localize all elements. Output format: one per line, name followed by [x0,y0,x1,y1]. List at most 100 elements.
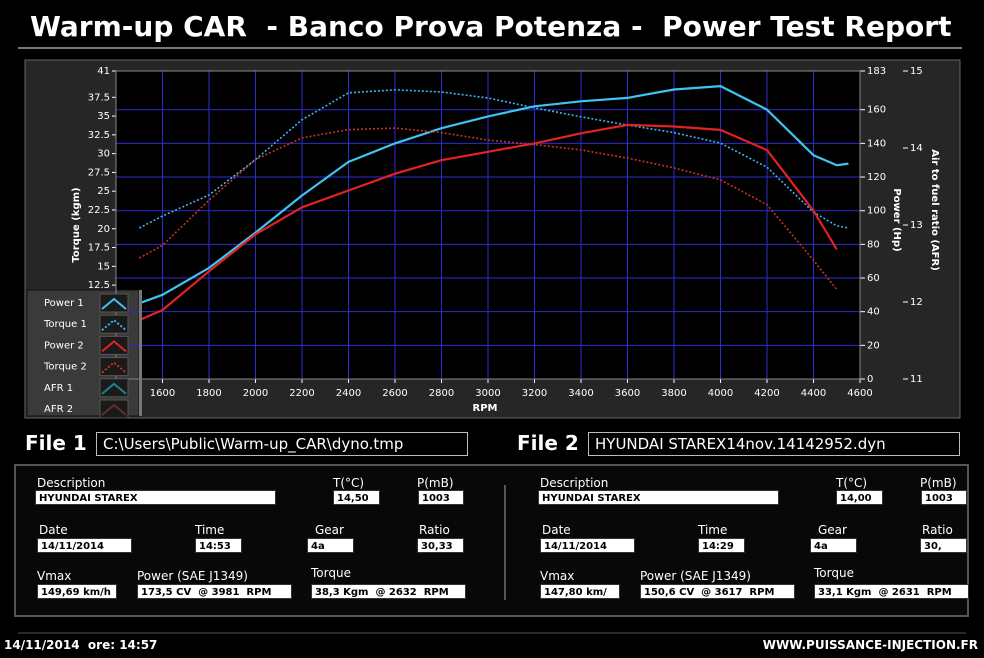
x-tick-label: 3400 [568,388,593,399]
legend-swatch [101,382,127,395]
legend-label: Torque 1 [43,319,87,330]
field-value: 14/11/2014 [540,538,635,553]
y-tick-label: 12.5 [88,280,110,291]
y-tick-label: 15 [97,261,110,272]
field-value: 14:29 [698,538,745,553]
legend-swatch-box [99,293,129,313]
x-tick-label: 2200 [289,388,314,399]
y-axis-title: Torque (kgm) [71,187,82,262]
y2-tick-label: 160 [867,105,886,116]
y2-tick-label: 120 [867,172,886,183]
file-label: File 1 [25,431,87,455]
x-tick-label: 1600 [150,388,175,399]
y-tick-label: 35 [97,111,110,122]
legend-border [139,290,142,416]
legend-swatch [101,340,127,353]
legend-label: Power 2 [44,340,84,351]
field-label: Gear [818,523,847,537]
x-axis-title: RPM [473,403,498,414]
footer-timestamp: 14/11/2014 ore: 14:57 [4,638,158,652]
field-value: 38,3 Kgm @ 2632 RPM [311,584,466,599]
field-label: Gear [315,523,344,537]
y2-tick-label: 140 [867,138,886,149]
y-tick-label: 37.5 [88,92,110,103]
field-label: Date [39,523,68,537]
y-tick-label: 20 [97,224,110,235]
field-value: 150,6 CV @ 3617 RPM [640,584,795,599]
x-tick-label: 1800 [196,388,221,399]
field-value: 4a [307,538,354,553]
legend-swatch-box [99,314,129,334]
field-value: HYUNDAI STAREX [35,490,276,505]
series-line [138,127,838,291]
y2-axis-title: Power (Hp) [891,188,902,251]
y-tick-label: 17.5 [88,243,110,254]
x-tick-label: 4400 [801,388,826,399]
y3-tick-label: 13 [910,220,923,231]
legend-label: AFR 1 [44,383,73,394]
legend-swatch-box [99,357,129,377]
field-value: 14,00 [836,490,883,505]
field-label: Torque [311,566,351,580]
field-value: 1003 [418,490,464,505]
field-value: 1003 [921,490,967,505]
x-tick-label: 3000 [475,388,500,399]
x-tick-label: 4200 [754,388,779,399]
field-label: Torque [814,566,854,580]
series-line [138,85,849,305]
y-tick-label: 32.5 [88,130,110,141]
series-line [138,123,838,322]
field-label: T(°C) [836,476,868,490]
field-value: 30,33 [417,538,464,553]
y2-tick-label: 40 [867,307,880,318]
field-value: 149,69 km/h [37,584,117,599]
field-label: Vmax [37,569,72,583]
y-tick-label: 22.5 [88,205,110,216]
y-tick-label: 30 [97,149,110,160]
x-tick-label: 3800 [661,388,686,399]
field-value: 30, [920,538,967,553]
legend-swatch-box [99,378,129,398]
y3-tick-label: 11 [910,374,923,385]
field-label: Description [540,476,609,490]
report-title: Warm-up CAR - Banco Prova Potenza - Powe… [30,10,952,43]
legend-label: Power 1 [44,298,84,309]
y2-tick-label: 60 [867,273,880,284]
field-label: P(mB) [920,476,957,490]
field-value: 14/11/2014 [37,538,132,553]
legend-swatch [101,297,127,310]
field-label: Vmax [540,569,575,583]
footer-website: WWW.PUISSANCE-INJECTION.FR [762,638,978,652]
x-tick-label: 3600 [615,388,640,399]
x-tick-label: 2800 [429,388,454,399]
field-label: Ratio [419,523,450,537]
field-label: T(°C) [333,476,365,490]
x-tick-label: 2000 [243,388,268,399]
field-label: Power (SAE J1349) [640,569,751,583]
field-value: 14,50 [333,490,380,505]
y2-tick-label: 0 [867,374,873,385]
field-value: 147,80 km/ [540,584,620,599]
y2-tick-label: 100 [867,206,886,217]
field-label: P(mB) [417,476,454,490]
x-tick-label: 3200 [522,388,547,399]
legend-label: AFR 2 [44,404,73,415]
y3-axis-title: Air to fuel ratio (AFR) [929,149,940,271]
field-value: 14:53 [195,538,242,553]
legend-swatch [101,318,127,331]
y-tick-label: 25 [97,186,110,197]
y3-tick-label: 15 [910,66,923,77]
legend-swatch-box [99,335,129,355]
y3-tick-label: 12 [910,297,923,308]
file-label: File 2 [517,431,579,455]
field-value: 33,1 Kgm @ 2631 RPM [814,584,969,599]
x-tick-label: 4600 [847,388,872,399]
file-path: HYUNDAI STAREX14nov.14142952.dyn [588,432,960,456]
legend-swatch [101,403,127,416]
y3-tick-label: 14 [910,143,923,154]
y-tick-label: 41 [97,66,110,77]
field-label: Time [195,523,225,537]
y2-tick-label: 20 [867,340,880,351]
